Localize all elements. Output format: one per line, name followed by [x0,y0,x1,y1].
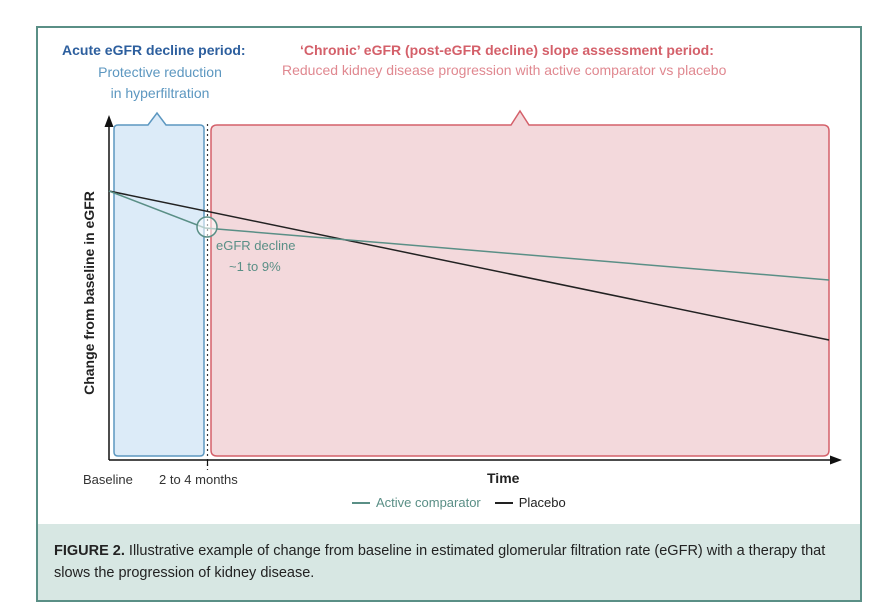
decline-annotation-line-2: ~1 to 9% [229,259,281,274]
legend: Active comparator Placebo [352,495,566,510]
acute-sub-line-2: in hyperfiltration [110,85,210,101]
placebo-line [108,190,830,341]
x-tick-label-baseline: Baseline [83,472,133,487]
caption-text: Illustrative example of change from base… [54,543,826,581]
legend-swatch-placebo [494,501,513,504]
legend-item-active: Active comparator [352,495,481,510]
legend-swatch-active [352,501,370,504]
x-axis-label: Time [487,470,520,486]
legend-label-placebo: Placebo [518,495,566,510]
y-axis-label: Change from baseline in eGFR [81,191,97,395]
decline-annotation-line-1: eGFR decline [216,238,296,253]
chronic-period-subtitle: Reduced kidney disease progression with … [282,62,727,78]
chronic-period-title: ‘Chronic’ eGFR (post-eGFR decline) slope… [300,42,714,58]
acute-period-subtitle: Protective reduction in hyperfiltration [60,62,260,104]
x-tick-label-months: 2 to 4 months [159,472,238,487]
decline-marker [196,216,218,238]
y-axis-arrow [104,115,114,127]
x-axis-arrow [830,455,842,465]
acute-period-title: Acute eGFR decline period: [62,42,246,58]
caption-label: FIGURE 2. [54,543,125,559]
legend-label-active: Active comparator [376,495,481,510]
acute-sub-line-1: Protective reduction [98,64,222,80]
chronic-period-box [210,109,830,457]
legend-item-placebo: Placebo [494,495,566,510]
figure-caption: FIGURE 2. Illustrative example of change… [38,524,860,600]
acute-period-box [113,111,205,457]
